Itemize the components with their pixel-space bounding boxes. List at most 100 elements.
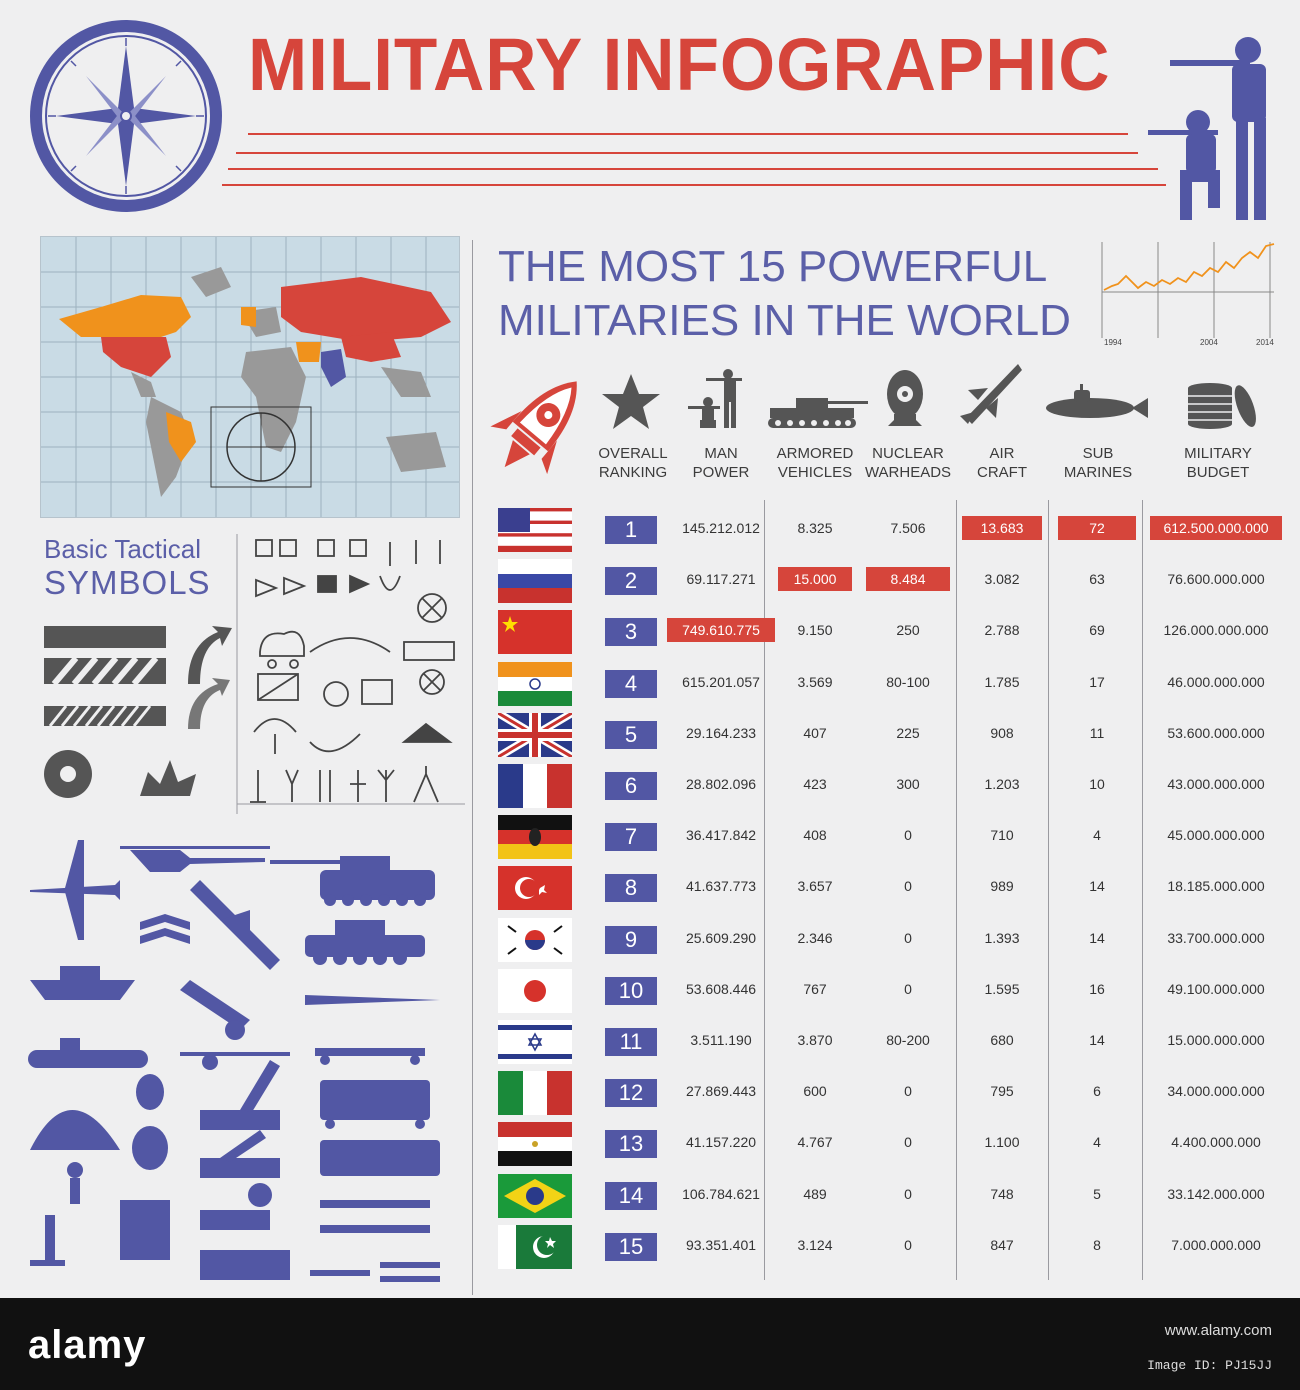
cell-air: 908	[990, 724, 1014, 741]
table-row: 2 69.117.271 15.000 8.484 3.082 63 76.600.000.…	[0, 557, 1300, 604]
trend-mini-chart: 1994 2004 2014	[1098, 238, 1280, 350]
cell-man: 69.117.271	[686, 571, 756, 588]
cell-nuke: 0	[904, 1236, 912, 1253]
coins-icon	[1184, 378, 1260, 430]
table-row: 3 749.610.775 9.150 250 2.788 69 126.000.000.0…	[0, 608, 1300, 655]
mini-chart-year: 2004	[1200, 338, 1218, 347]
rank-badge: 6	[605, 772, 657, 800]
cell-armor: 408	[803, 827, 827, 844]
star-icon	[600, 372, 662, 432]
flag-pakistan	[498, 1224, 572, 1269]
cell-nuke: 0	[904, 929, 912, 946]
cell-man: 106.784.621	[682, 1185, 760, 1202]
cell-armor: 15.000	[778, 567, 852, 592]
col-header-budget: MILITARY BUDGET	[1184, 445, 1252, 481]
cell-budget: 4.400.000.000	[1171, 1134, 1261, 1151]
cell-air: 1.393	[984, 929, 1020, 946]
flag-china	[498, 610, 572, 655]
rank-badge: 3	[605, 618, 657, 647]
col-header-nuclear: NUCLEAR WARHEADS	[864, 445, 952, 481]
table-row: 7 36.417.842 408 0 710 4 45.000.000.000	[0, 813, 1300, 860]
col-header-submarines: SUB MARINES	[1063, 445, 1133, 481]
cell-sub: 11	[1089, 724, 1105, 741]
cell-sub: 14	[1089, 878, 1105, 895]
cell-nuke: 300	[896, 776, 920, 792]
cell-air: 1.595	[984, 980, 1020, 997]
tactical-title-line1: Basic Tactical	[44, 534, 202, 564]
rank-badge: 9	[605, 925, 657, 954]
cell-armor: 489	[803, 1185, 827, 1202]
cell-man: 41.637.773	[685, 878, 757, 895]
cell-man: 53.608.446	[685, 980, 757, 997]
cell-budget: 33.700.000.000	[1167, 929, 1265, 946]
cell-air: 1.203	[984, 776, 1020, 792]
cell-air: 1.785	[984, 673, 1020, 690]
cell-nuke: 225	[896, 724, 920, 741]
cell-budget: 43.000.000.000	[1167, 776, 1265, 792]
rank-badge: 5	[605, 720, 657, 749]
cell-air: 3.082	[984, 571, 1020, 588]
cell-sub: 69	[1089, 622, 1105, 639]
cell-budget: 34.000.000.000	[1167, 1083, 1265, 1100]
cell-sub: 16	[1089, 980, 1105, 997]
title-rule	[236, 152, 1138, 154]
column-divider	[472, 240, 473, 1295]
rank-badge: 7	[605, 823, 657, 852]
soldiers-icon	[686, 368, 752, 430]
cell-air: 710	[990, 827, 1014, 844]
cell-armor: 3.124	[797, 1236, 833, 1253]
flag-brazil	[498, 1173, 572, 1218]
cell-sub: 63	[1089, 571, 1105, 588]
cell-budget: 33.142.000.000	[1167, 1185, 1265, 1202]
flag-uk	[495, 709, 575, 761]
cell-air: 1.100	[984, 1134, 1020, 1151]
cell-nuke: 0	[904, 878, 912, 895]
section-heading: THE MOST 15 POWERFUL MILITARIES IN THE W…	[498, 240, 1071, 348]
flag-usa	[498, 508, 572, 552]
cell-air: 748	[990, 1185, 1014, 1202]
cell-man: 28.802.096	[685, 776, 757, 792]
cell-sub: 72	[1058, 516, 1136, 540]
cell-budget: 49.100.000.000	[1167, 980, 1265, 997]
rank-badge: 2	[605, 567, 657, 596]
cell-man: 27.869.443	[685, 1083, 757, 1100]
cell-nuke: 8.484	[866, 567, 950, 592]
rank-badge: 11	[605, 1028, 657, 1056]
footer-bar	[0, 1298, 1300, 1390]
cell-nuke: 250	[896, 622, 920, 639]
cell-budget: 76.600.000.000	[1167, 571, 1265, 588]
title-rule	[222, 184, 1166, 186]
cell-armor: 2.346	[797, 929, 833, 946]
cell-budget: 46.000.000.000	[1167, 673, 1265, 690]
col-header-aircraft: AIR CRAFT	[977, 445, 1027, 481]
cell-nuke: 0	[904, 980, 912, 997]
title-rule	[248, 133, 1128, 135]
tactical-title-line2: SYMBOLS	[44, 564, 211, 601]
col-header-manpower: MAN POWER	[692, 445, 750, 481]
flag-italy	[498, 1071, 572, 1116]
table-row: 6 28.802.096 423 300 1.203 10 43.000.000.000	[0, 762, 1300, 808]
flag-russia	[498, 559, 572, 604]
cell-sub: 14	[1089, 929, 1105, 946]
footer-image-id: Image ID: PJ15JJ	[1147, 1358, 1272, 1373]
column-divider	[764, 500, 765, 1280]
cell-air: 2.788	[984, 622, 1020, 639]
section-heading-line1: THE MOST 15 POWERFUL	[498, 242, 1048, 291]
cell-budget: 126.000.000.000	[1163, 622, 1269, 639]
mini-chart-year: 2014	[1256, 338, 1274, 347]
cell-nuke: 0	[904, 827, 912, 844]
rocket-icon	[485, 362, 595, 488]
cell-armor: 423	[803, 776, 827, 792]
cell-budget: 7.000.000.000	[1171, 1236, 1261, 1253]
cell-sub: 5	[1093, 1185, 1101, 1202]
rank-badge: 13	[605, 1130, 657, 1159]
footer-site: www.alamy.com	[1164, 1322, 1272, 1339]
cell-armor: 3.657	[797, 878, 833, 895]
cell-air: 795	[990, 1083, 1014, 1100]
cell-nuke: 7.506	[890, 520, 926, 536]
aircraft-icon	[958, 360, 1024, 430]
rank-badge: 10	[605, 976, 657, 1005]
cell-armor: 4.767	[797, 1134, 833, 1151]
title-rule	[228, 168, 1158, 170]
tactical-symbols-panel	[40, 534, 465, 819]
